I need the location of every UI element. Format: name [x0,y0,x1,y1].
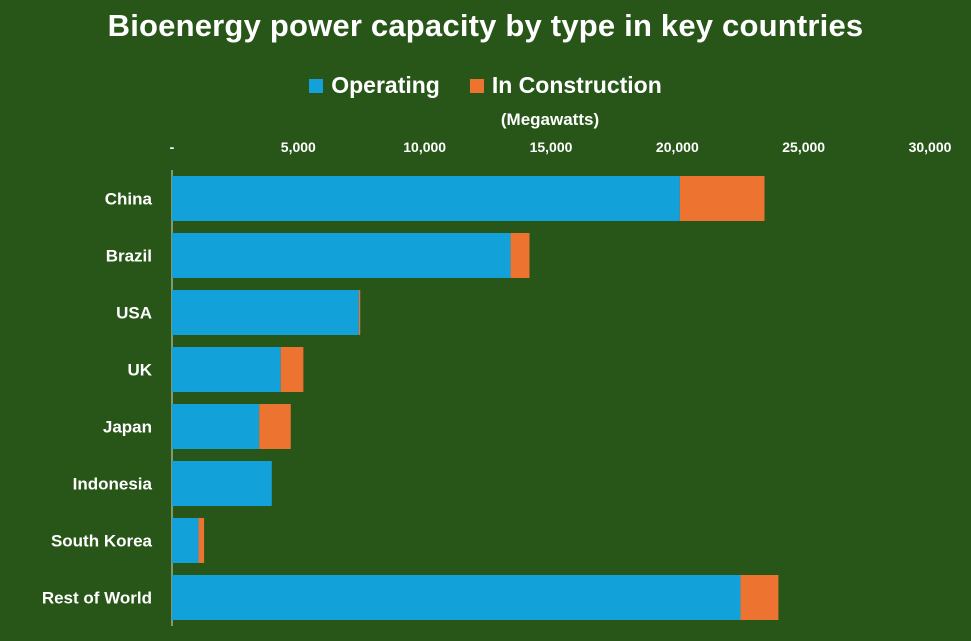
legend-label-in-construction: In Construction [491,72,662,98]
legend-item-in-construction: In Construction [469,72,662,99]
x-tick-label: - [170,139,175,155]
legend-swatch-operating [309,78,324,93]
x-tick-label: 20,000 [656,139,699,155]
bar-operating [172,233,511,278]
bar-operating [172,347,281,392]
unit-label: (Megawatts) [500,110,600,129]
bar-operating [172,518,199,563]
bar-in-construction [358,290,361,335]
bar-in-construction [198,518,205,563]
bar-in-construction [510,233,530,278]
category-label: Rest of World [42,589,152,608]
bar-operating [172,404,260,449]
category-label: Brazil [106,247,152,266]
bar-in-construction [259,404,291,449]
x-tick-label: 5,000 [281,139,316,155]
bar-in-construction [679,176,765,221]
x-tick-label: 10,000 [403,139,446,155]
legend-swatch-in-construction [469,78,484,93]
bar-operating [172,575,741,620]
bar-in-construction [280,347,304,392]
x-tick-label: 25,000 [782,139,825,155]
legend-label-operating: Operating [331,72,440,98]
legend-item-operating: Operating [309,72,440,99]
bar-in-construction [740,575,779,620]
legend: Operating In Construction [0,72,971,99]
category-label: Indonesia [73,475,153,494]
bar-operating [172,176,680,221]
category-label: South Korea [51,532,153,551]
chart-title: Bioenergy power capacity by type in key … [107,8,864,43]
category-label: China [105,190,153,209]
x-tick-label: 30,000 [909,139,952,155]
x-tick-label: 15,000 [530,139,573,155]
bar-operating [172,461,272,506]
category-label: Japan [103,418,152,437]
bar-operating [172,290,359,335]
category-label: USA [116,304,152,323]
category-label: UK [127,361,152,380]
